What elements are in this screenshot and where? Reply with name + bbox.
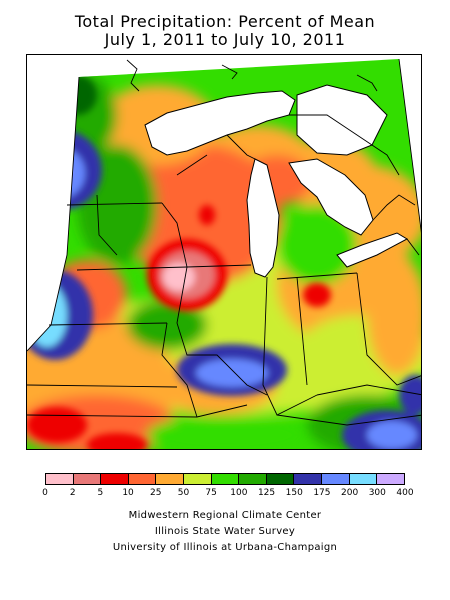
legend-tick-label: 100 — [230, 488, 248, 498]
legend-tick-label: 200 — [341, 488, 359, 498]
legend-tick-label: 300 — [368, 488, 386, 498]
northern-coastline — [126, 59, 416, 221]
legend-tick-label: 125 — [257, 488, 276, 498]
legend-tick-label: 50 — [177, 488, 190, 498]
legend-swatch — [101, 474, 129, 484]
credit-isws: Illinois State Water Survey — [154, 526, 296, 537]
legend-swatch — [266, 474, 295, 484]
legend-tick-labels: 0 2 5 10 25 50 75 100 125 150 175 200 300 400 — [42, 488, 413, 500]
legend-swatch — [128, 474, 157, 484]
legend-tick-label: 75 — [205, 488, 217, 498]
legend-tick-label: 0 — [42, 488, 48, 498]
legend-swatch — [156, 474, 185, 484]
great-lakes — [144, 84, 409, 278]
precipitation-map — [26, 54, 422, 450]
legend-tick-label: 400 — [396, 488, 414, 498]
legend-swatch — [211, 474, 240, 484]
legend-swatch — [184, 474, 212, 484]
state-borders — [27, 58, 421, 426]
legend-color-bar — [45, 473, 405, 485]
legend-swatch — [239, 474, 267, 484]
map-date-range: July 1, 2011 to July 10, 2011 — [104, 30, 346, 49]
legend-swatch — [322, 474, 350, 484]
credit-uiuc: University of Illinois at Urbana-Champai… — [112, 542, 338, 553]
legend-swatch — [349, 474, 378, 484]
legend-tick-label: 175 — [313, 488, 331, 498]
map-title: Total Precipitation: Percent of Mean — [74, 12, 376, 31]
legend-swatch — [46, 474, 74, 484]
legend-tick-label: 2 — [69, 488, 76, 498]
legend-swatch — [73, 474, 102, 484]
legend-tick-label: 25 — [150, 488, 162, 498]
legend-tick-label: 10 — [122, 488, 134, 498]
legend-tick-label: 5 — [97, 488, 104, 498]
legend-swatch — [377, 474, 404, 484]
credit-mrcc: Midwestern Regional Climate Center — [128, 510, 322, 521]
legend-tick-label: 150 — [285, 488, 303, 498]
legend-swatch — [294, 474, 323, 484]
